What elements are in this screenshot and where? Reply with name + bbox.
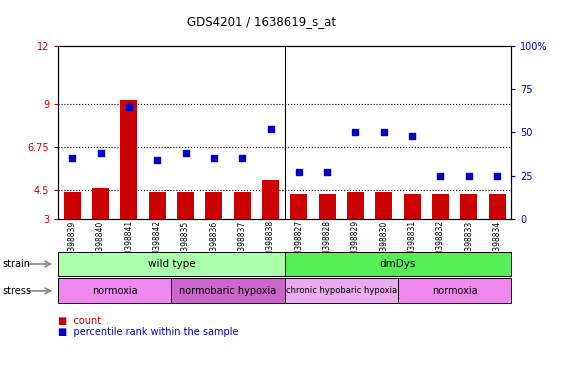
Text: wild type: wild type <box>148 259 195 269</box>
Bar <box>460 194 477 219</box>
Text: stress: stress <box>3 286 32 296</box>
Bar <box>149 192 166 219</box>
Bar <box>177 192 194 219</box>
Point <box>181 150 190 156</box>
Text: ■  count: ■ count <box>58 316 101 326</box>
Bar <box>171 278 285 303</box>
Point <box>436 173 445 179</box>
Bar <box>375 192 392 219</box>
Bar <box>285 278 398 303</box>
Point <box>294 169 303 175</box>
Point <box>153 157 162 163</box>
Bar <box>92 188 109 219</box>
Point <box>379 129 389 136</box>
Bar <box>404 194 421 219</box>
Text: normobaric hypoxia: normobaric hypoxia <box>180 286 277 296</box>
Bar <box>206 192 223 219</box>
Text: strain: strain <box>3 259 31 269</box>
Point <box>464 173 474 179</box>
Text: normoxia: normoxia <box>92 286 138 296</box>
Text: GDS4201 / 1638619_s_at: GDS4201 / 1638619_s_at <box>187 15 336 28</box>
Point <box>493 173 502 179</box>
Point <box>96 150 105 156</box>
Bar <box>489 194 505 219</box>
Bar <box>234 192 251 219</box>
Text: ■  percentile rank within the sample: ■ percentile rank within the sample <box>58 327 239 337</box>
Text: chronic hypobaric hypoxia: chronic hypobaric hypoxia <box>286 286 397 295</box>
Text: normoxia: normoxia <box>432 286 478 296</box>
Point <box>67 155 77 161</box>
Point <box>124 104 134 110</box>
Point <box>266 126 275 132</box>
Bar <box>290 194 307 219</box>
Point <box>209 155 218 161</box>
Bar <box>398 278 511 303</box>
Point <box>238 155 247 161</box>
Bar <box>58 252 285 276</box>
Bar <box>64 192 81 219</box>
Bar <box>58 278 171 303</box>
Bar <box>262 180 279 219</box>
Bar <box>120 100 137 219</box>
Point <box>322 169 332 175</box>
Bar <box>285 252 511 276</box>
Point <box>351 129 360 136</box>
Bar <box>347 192 364 219</box>
Bar <box>432 194 449 219</box>
Bar <box>318 194 336 219</box>
Text: dmDys: dmDys <box>380 259 416 269</box>
Point <box>407 133 417 139</box>
